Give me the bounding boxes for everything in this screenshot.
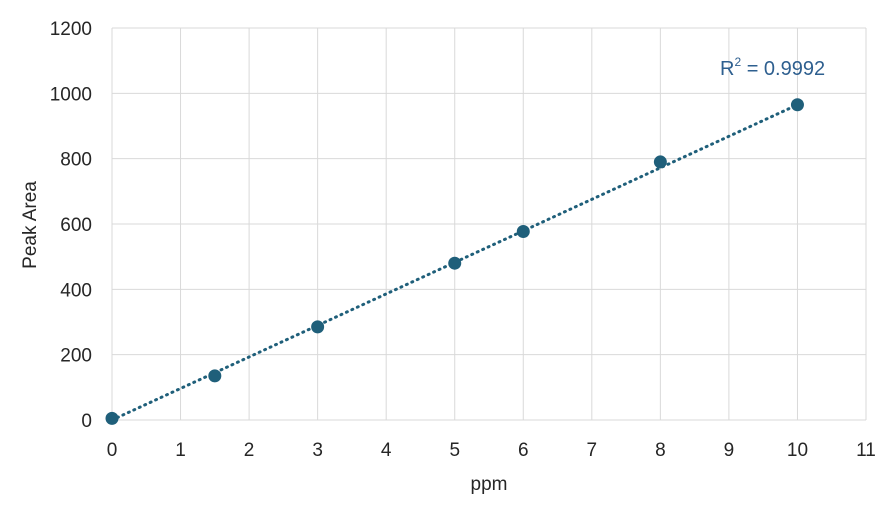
x-tick-label: 11 bbox=[856, 440, 876, 461]
y-tick-label: 1000 bbox=[50, 84, 92, 105]
x-tick-label: 6 bbox=[518, 440, 529, 461]
data-points bbox=[105, 98, 804, 425]
x-tick-label: 0 bbox=[107, 440, 118, 461]
x-tick-label: 8 bbox=[655, 440, 666, 461]
y-tick-label: 400 bbox=[60, 280, 92, 301]
data-point bbox=[653, 155, 667, 169]
data-point bbox=[311, 320, 325, 334]
r-squared-prefix: R bbox=[720, 58, 734, 80]
y-tick-label: 200 bbox=[60, 346, 92, 367]
x-tick-label: 2 bbox=[244, 440, 255, 461]
x-tick-labels: 0 1 2 3 4 5 6 7 8 9 10 11 bbox=[107, 440, 876, 461]
y-axis-title: Peak Area bbox=[20, 181, 41, 269]
y-tick-labels: 0 200 400 600 800 1000 1200 bbox=[50, 19, 92, 432]
r-squared-annotation: R2 = 0.9992 bbox=[720, 55, 825, 80]
data-point bbox=[790, 98, 804, 112]
y-tick-label: 800 bbox=[60, 150, 92, 171]
data-point bbox=[448, 256, 462, 270]
x-tick-label: 4 bbox=[381, 440, 392, 461]
x-tick-label: 5 bbox=[449, 440, 460, 461]
y-tick-label: 0 bbox=[81, 411, 92, 432]
x-tick-label: 10 bbox=[787, 440, 808, 461]
data-point bbox=[516, 225, 530, 239]
r-squared-value: = 0.9992 bbox=[741, 58, 825, 80]
y-tick-label: 1200 bbox=[50, 19, 92, 40]
grid-lines bbox=[111, 27, 867, 421]
x-tick-label: 1 bbox=[175, 440, 186, 461]
x-tick-label: 9 bbox=[724, 440, 735, 461]
x-tick-label: 3 bbox=[312, 440, 323, 461]
data-point bbox=[208, 369, 222, 383]
r-squared-superscript: 2 bbox=[734, 55, 741, 69]
y-tick-label: 600 bbox=[60, 215, 92, 236]
x-tick-label: 7 bbox=[587, 440, 598, 461]
x-axis-title: ppm bbox=[471, 474, 508, 495]
data-point bbox=[105, 411, 119, 425]
